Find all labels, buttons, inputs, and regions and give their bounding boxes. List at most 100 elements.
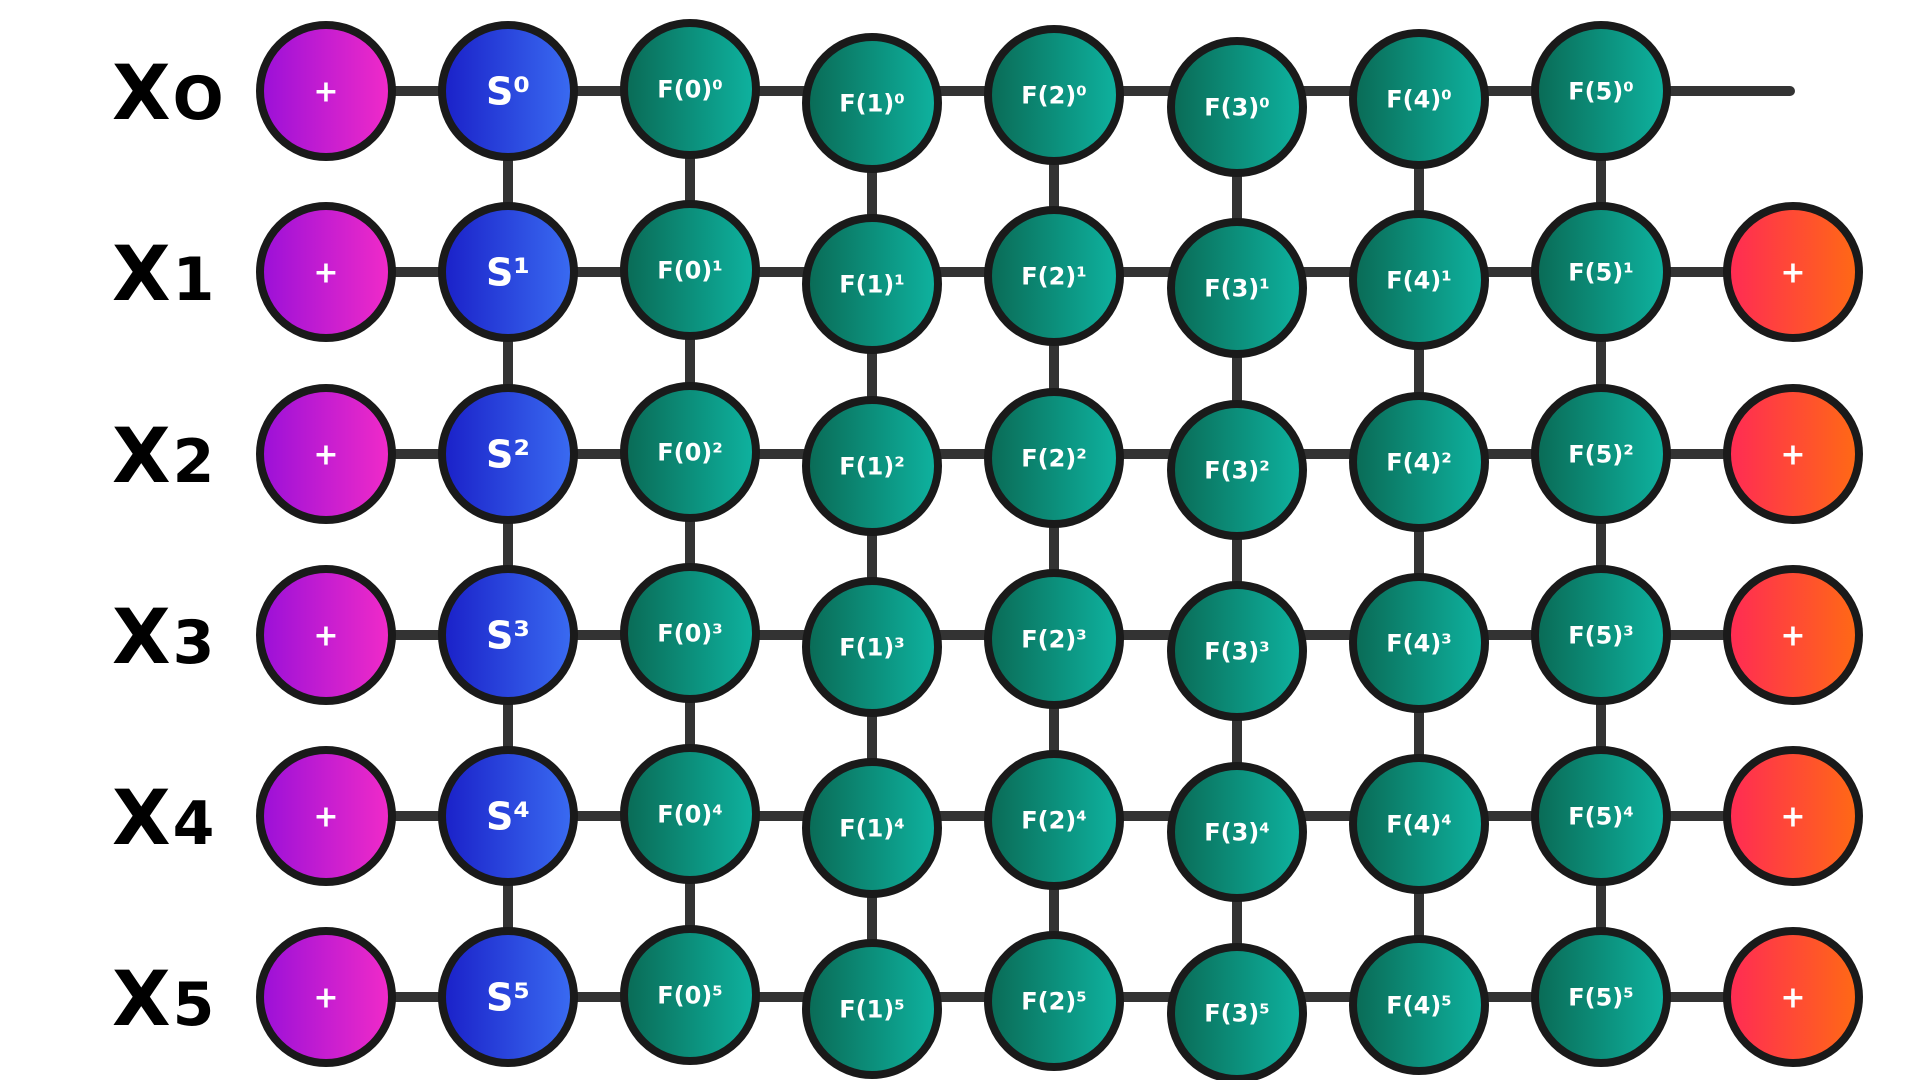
f-node-3-3-label: F(3)³	[1204, 637, 1270, 665]
f-node-2-5: F(2)⁵	[984, 931, 1124, 1071]
f-node-4-4-label: F(4)⁴	[1386, 810, 1452, 838]
f-node-1-0-label: F(1)⁰	[839, 89, 905, 117]
f-node-2-4-label: F(2)⁴	[1021, 806, 1087, 834]
state-node-1: S¹	[438, 202, 578, 342]
f-node-0-0-label: F(0)⁰	[657, 75, 723, 103]
f-node-2-2-label: F(2)²	[1021, 444, 1087, 472]
state-node-4: S⁴	[438, 746, 578, 886]
state-node-4-label: S⁴	[486, 794, 530, 838]
state-node-1-label: S¹	[486, 250, 530, 294]
f-node-1-3: F(1)³	[802, 577, 942, 717]
plus-node-left-3-label: +	[313, 619, 338, 654]
f-node-5-0: F(5)⁰	[1531, 21, 1671, 161]
plus-node-left-1: +	[256, 202, 396, 342]
plus-node-left-5-label: +	[313, 981, 338, 1016]
plus-node-left-1-label: +	[313, 256, 338, 291]
f-node-2-0: F(2)⁰	[984, 25, 1124, 165]
f-node-2-3-label: F(2)³	[1021, 625, 1087, 653]
f-node-4-2: F(4)²	[1349, 392, 1489, 532]
state-node-0-label: S⁰	[486, 69, 530, 113]
plus-node-right-1-label: +	[1780, 256, 1805, 291]
f-node-4-1: F(4)¹	[1349, 210, 1489, 350]
row-label-1: X1	[112, 229, 214, 318]
plus-node-left-0: +	[256, 21, 396, 161]
f-node-1-1-label: F(1)¹	[839, 270, 905, 298]
f-node-5-2: F(5)²	[1531, 384, 1671, 524]
f-node-3-1-label: F(3)¹	[1204, 274, 1270, 302]
f-node-4-4: F(4)⁴	[1349, 754, 1489, 894]
plus-node-left-4: +	[256, 746, 396, 886]
f-node-0-1-label: F(0)¹	[657, 256, 723, 284]
f-node-5-4-label: F(5)⁴	[1568, 802, 1634, 830]
f-node-3-2: F(3)²	[1167, 400, 1307, 540]
f-node-4-2-label: F(4)²	[1386, 448, 1452, 476]
state-node-3: S³	[438, 565, 578, 705]
plus-node-right-3-label: +	[1780, 619, 1805, 654]
row-label-3: X3	[112, 592, 214, 681]
f-node-3-4-label: F(3)⁴	[1204, 818, 1270, 846]
f-node-2-5-label: F(2)⁵	[1021, 987, 1087, 1015]
plus-node-right-3: +	[1723, 565, 1863, 705]
row-label-5: X5	[112, 954, 214, 1043]
plus-node-left-2: +	[256, 384, 396, 524]
state-node-3-label: S³	[486, 613, 530, 657]
f-node-1-3-label: F(1)³	[839, 633, 905, 661]
f-node-0-0: F(0)⁰	[620, 19, 760, 159]
plus-node-right-5: +	[1723, 927, 1863, 1067]
state-node-5-label: S⁵	[486, 975, 530, 1019]
f-node-1-2-label: F(1)²	[839, 452, 905, 480]
f-node-0-2: F(0)²	[620, 382, 760, 522]
plus-node-right-2: +	[1723, 384, 1863, 524]
f-node-3-1: F(3)¹	[1167, 218, 1307, 358]
row-label-4: X4	[112, 773, 214, 862]
f-node-2-2: F(2)²	[984, 388, 1124, 528]
f-node-4-5-label: F(4)⁵	[1386, 991, 1452, 1019]
plus-node-left-0-label: +	[313, 75, 338, 110]
f-node-0-2-label: F(0)²	[657, 438, 723, 466]
f-node-0-3-label: F(0)³	[657, 619, 723, 647]
f-node-5-3-label: F(5)³	[1568, 621, 1634, 649]
plus-node-right-5-label: +	[1780, 981, 1805, 1016]
f-node-3-2-label: F(3)²	[1204, 456, 1270, 484]
f-node-5-0-label: F(5)⁰	[1568, 77, 1634, 105]
f-node-0-4-label: F(0)⁴	[657, 800, 723, 828]
f-node-2-3: F(2)³	[984, 569, 1124, 709]
f-node-0-5: F(0)⁵	[620, 925, 760, 1065]
f-node-0-3: F(0)³	[620, 563, 760, 703]
plus-node-right-4: +	[1723, 746, 1863, 886]
state-node-2-label: S²	[486, 432, 530, 476]
f-node-4-0-label: F(4)⁰	[1386, 85, 1452, 113]
f-node-0-5-label: F(0)⁵	[657, 981, 723, 1009]
f-node-4-3: F(4)³	[1349, 573, 1489, 713]
f-node-4-1-label: F(4)¹	[1386, 266, 1452, 294]
f-node-5-1-label: F(5)¹	[1568, 258, 1634, 286]
f-node-1-0: F(1)⁰	[802, 33, 942, 173]
plus-node-right-1: +	[1723, 202, 1863, 342]
f-node-3-0-label: F(3)⁰	[1204, 93, 1270, 121]
state-node-2: S²	[438, 384, 578, 524]
f-node-2-4: F(2)⁴	[984, 750, 1124, 890]
nodes-layer: + S⁰ F(0)⁰ F(1)⁰ F(2)⁰ F(3)⁰ F(4)⁰ F(5)⁰ + S¹ F(0)…	[256, 19, 1863, 1080]
plus-node-left-3: +	[256, 565, 396, 705]
f-node-5-1: F(5)¹	[1531, 202, 1671, 342]
plus-node-right-4-label: +	[1780, 800, 1805, 835]
f-node-1-5-label: F(1)⁵	[839, 995, 905, 1023]
f-node-2-0-label: F(2)⁰	[1021, 81, 1087, 109]
plus-node-left-2-label: +	[313, 438, 338, 473]
state-node-0: S⁰	[438, 21, 578, 161]
f-node-3-4: F(3)⁴	[1167, 762, 1307, 902]
row-labels-layer: XO X1 X2 X3 X4 X5	[112, 48, 224, 1043]
f-node-4-5: F(4)⁵	[1349, 935, 1489, 1075]
f-node-5-2-label: F(5)²	[1568, 440, 1634, 468]
f-node-1-5: F(1)⁵	[802, 939, 942, 1079]
plus-node-right-2-label: +	[1780, 438, 1805, 473]
f-node-1-4-label: F(1)⁴	[839, 814, 905, 842]
f-node-4-0: F(4)⁰	[1349, 29, 1489, 169]
f-node-1-1: F(1)¹	[802, 214, 942, 354]
f-node-1-4: F(1)⁴	[802, 758, 942, 898]
state-node-5: S⁵	[438, 927, 578, 1067]
row-label-0: XO	[112, 48, 224, 137]
f-node-2-1: F(2)¹	[984, 206, 1124, 346]
